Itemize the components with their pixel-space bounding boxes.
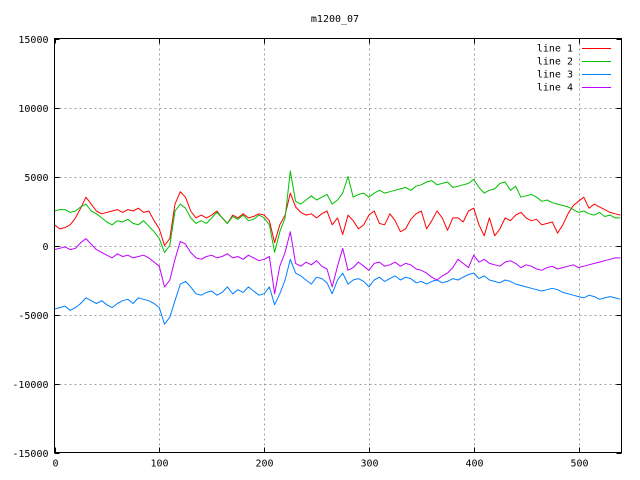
y-tick-label: -10000 xyxy=(12,380,48,391)
series-group xyxy=(54,170,621,325)
plot-frame xyxy=(54,38,622,453)
x-tick-label: 400 xyxy=(465,459,483,470)
y-tick-label: 15000 xyxy=(18,35,48,46)
y-tick-label: 5000 xyxy=(24,173,48,184)
legend-label-2: line 2 xyxy=(537,57,573,68)
legend: line 1 line 2 line 3 line 4 xyxy=(537,44,611,94)
y-tick-label: 0 xyxy=(42,242,48,253)
x-tick-label: 100 xyxy=(150,459,168,470)
y-tick-label: 10000 xyxy=(18,104,48,115)
legend-label-1: line 1 xyxy=(537,44,573,55)
series-line-3 xyxy=(54,258,621,325)
series-line-4 xyxy=(54,231,621,295)
legend-label-4: line 4 xyxy=(537,83,573,94)
grid xyxy=(54,38,622,453)
x-tick-label: 300 xyxy=(360,459,378,470)
x-tick-label: 0 xyxy=(52,459,58,470)
x-tick-label: 200 xyxy=(255,459,273,470)
axes: 0 100 200 300 400 500 -15000 -10000 -5000 0 5000 10… xyxy=(12,35,622,470)
y-tick-label: -5000 xyxy=(18,311,48,322)
chart-title: m1200_07 xyxy=(311,14,359,25)
series-line-1 xyxy=(54,191,621,246)
series-line-2 xyxy=(54,170,621,253)
y-tick-label: -15000 xyxy=(12,449,48,460)
x-tick-label: 500 xyxy=(570,459,588,470)
legend-label-3: line 3 xyxy=(537,70,573,81)
